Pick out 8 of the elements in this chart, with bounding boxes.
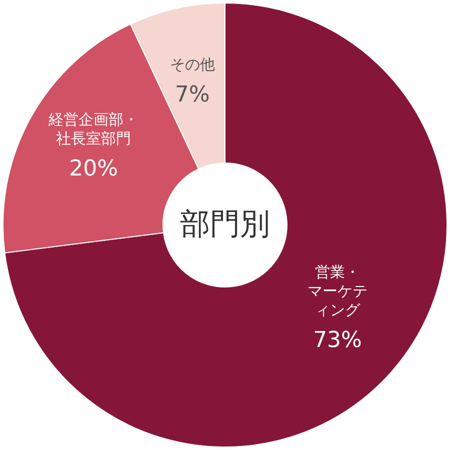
donut-slice xyxy=(4,2,448,448)
slice-label: 営業・マーケティング xyxy=(308,263,368,320)
slice-label: その他 xyxy=(170,56,215,74)
data-label: 20% xyxy=(69,156,118,182)
data-label: 7% xyxy=(174,82,210,108)
slice-label: 経営企画部・社長室部門 xyxy=(48,110,139,148)
text: 部門別 xyxy=(180,207,270,242)
data-label: 73% xyxy=(313,328,362,354)
